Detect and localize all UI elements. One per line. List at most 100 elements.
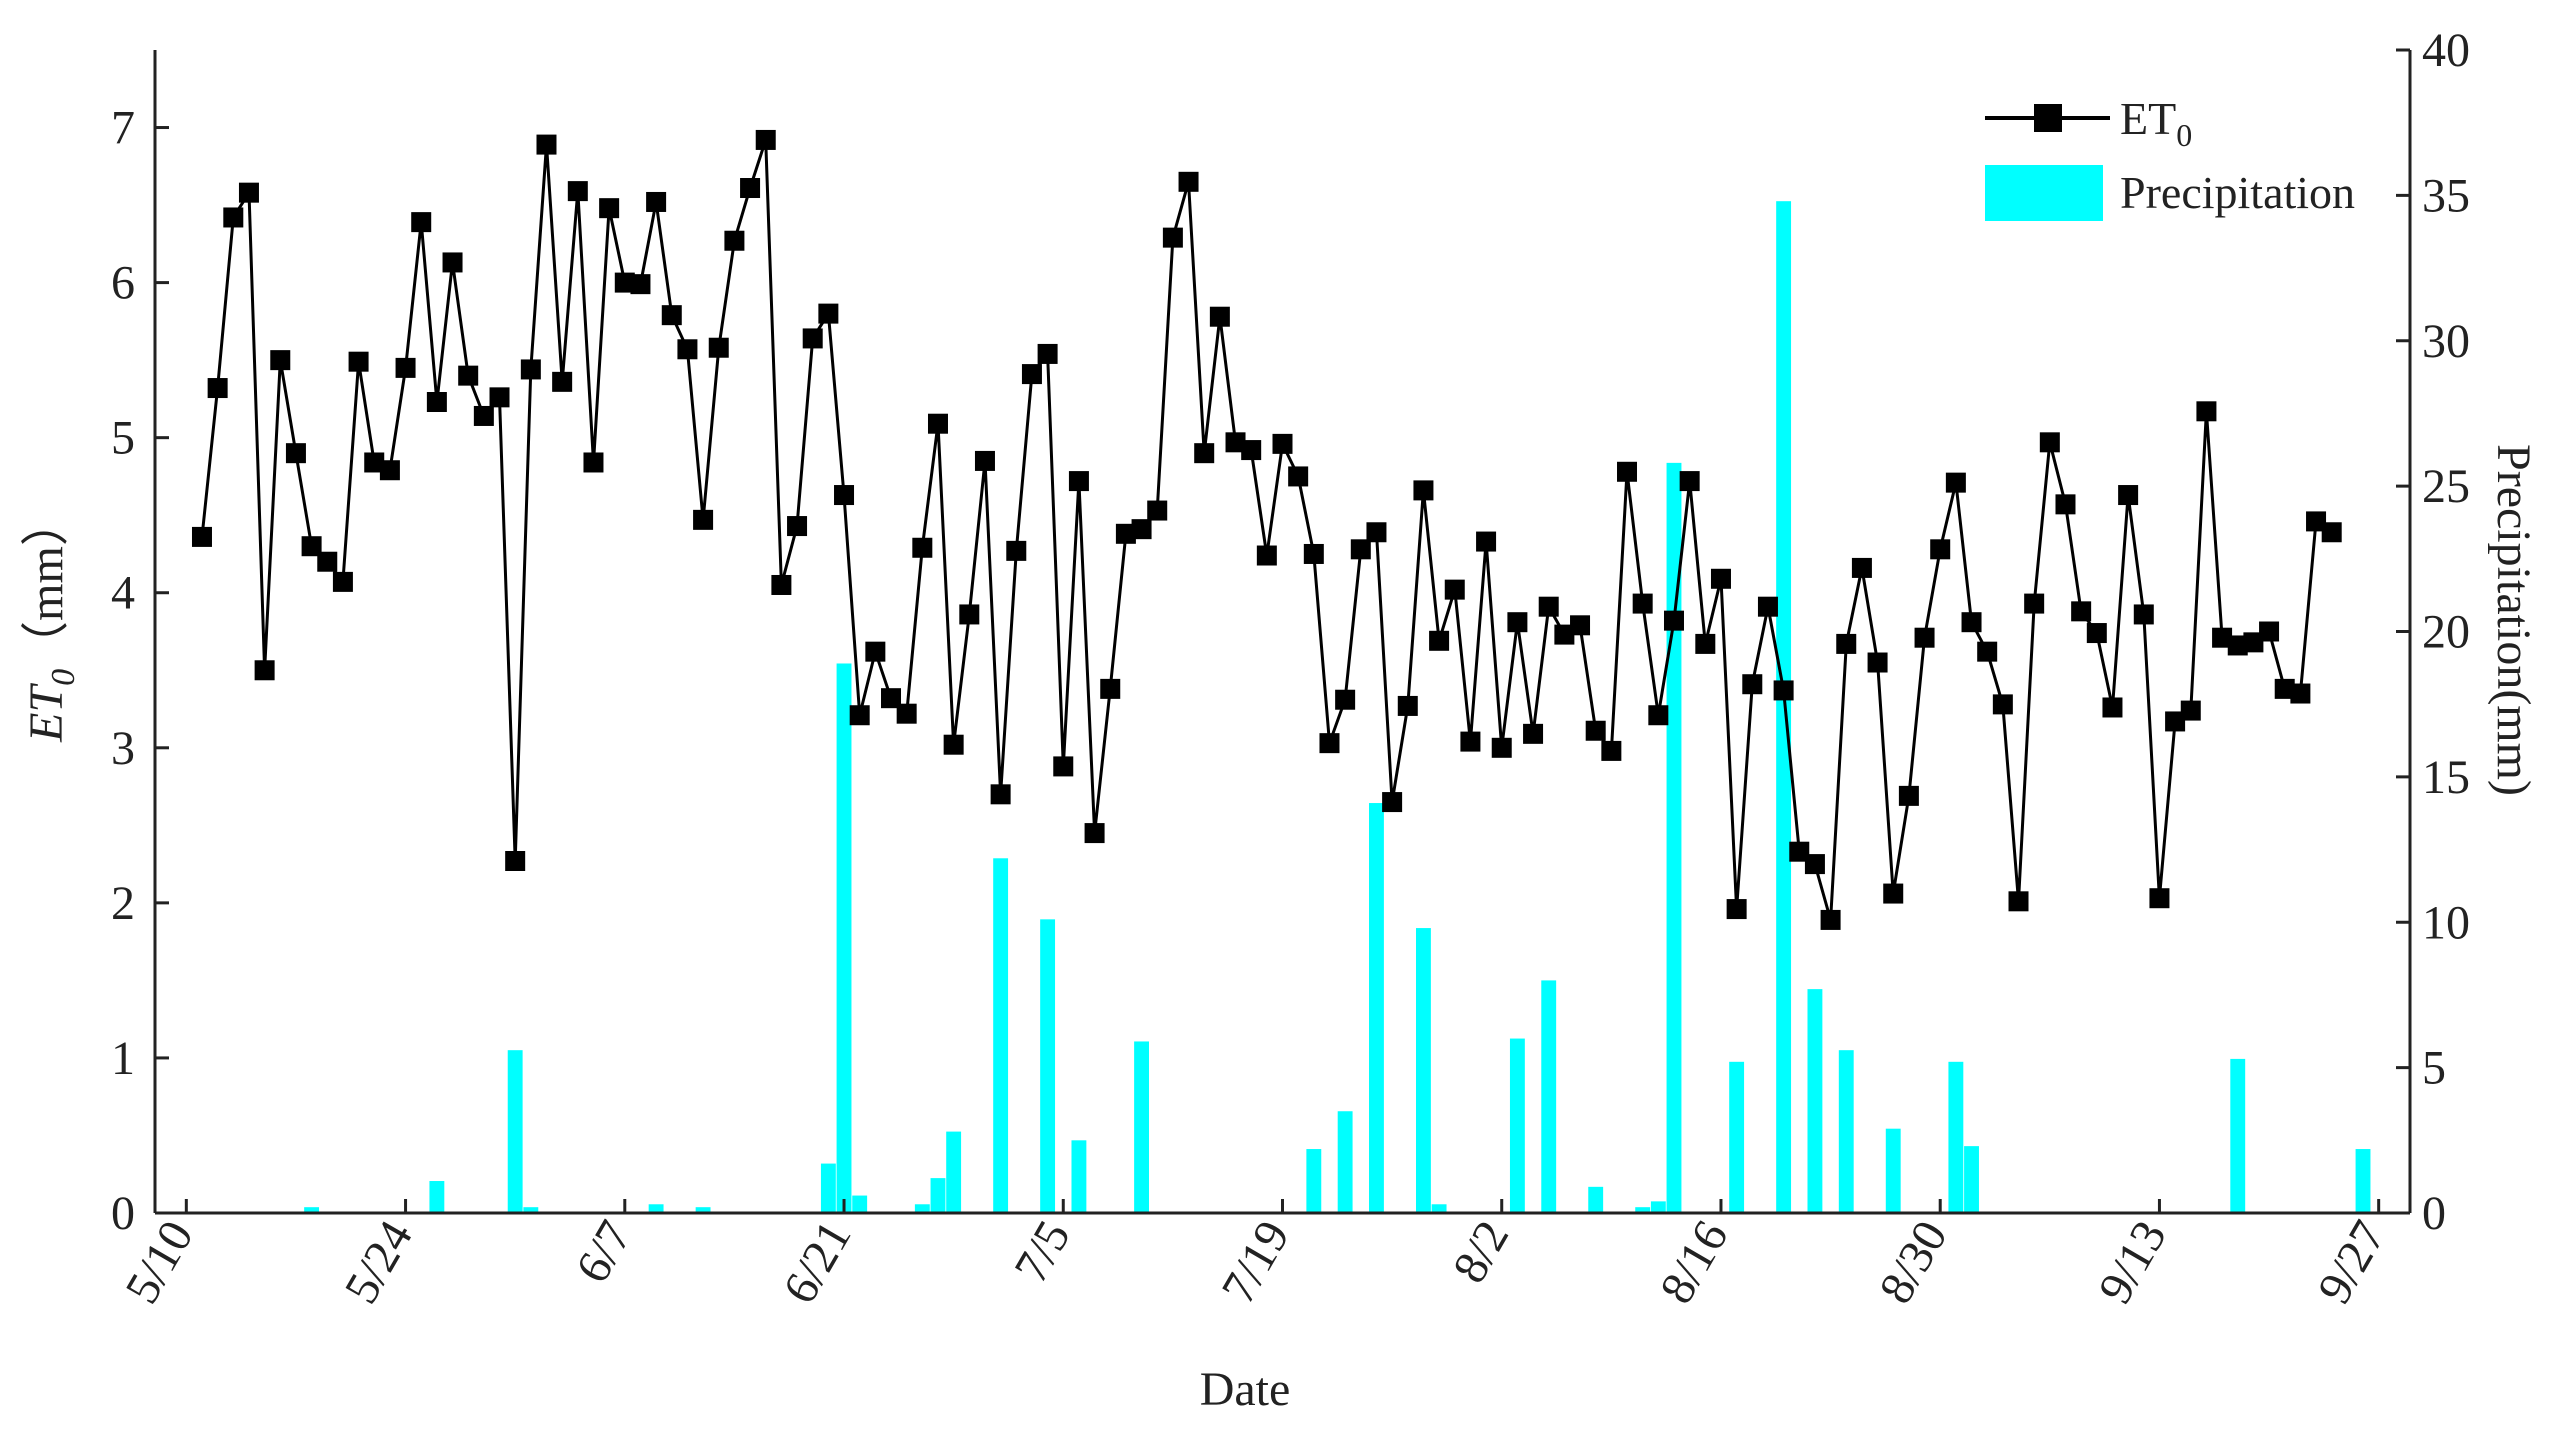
et0-series [191, 129, 2342, 930]
y-right-tick-label: 25 [2422, 460, 2470, 513]
et0-marker [1256, 545, 1277, 566]
et0-marker [1272, 433, 1293, 454]
et0-marker [787, 516, 808, 537]
et0-marker [1382, 792, 1403, 813]
et0-marker [285, 443, 306, 464]
et0-marker [1836, 633, 1857, 654]
et0-marker [2212, 627, 2233, 648]
et0-marker [1303, 543, 1324, 564]
et0-marker [1851, 557, 1872, 578]
et0-marker [755, 129, 776, 150]
precip-bar [852, 1195, 868, 1213]
et0-marker [1491, 737, 1512, 758]
x-tick-label: 9/27 [2308, 1212, 2397, 1312]
et0-marker [191, 526, 212, 547]
et0-marker [2149, 888, 2170, 909]
et0-marker [270, 350, 291, 371]
et0-marker [411, 212, 432, 233]
precip-bar [1541, 980, 1557, 1213]
y-axis-left-title: ET0（mm） [20, 498, 82, 743]
et0-marker [395, 357, 416, 378]
et0-marker [2306, 511, 2327, 532]
et0-marker [1147, 500, 1168, 521]
et0-marker [1945, 472, 1966, 493]
et0-marker [2227, 635, 2248, 656]
et0-marker [1992, 694, 2013, 715]
et0-line [200, 139, 2333, 921]
y-left-tick-label: 5 [111, 412, 135, 465]
et0-marker [1695, 633, 1716, 654]
et0-marker [943, 734, 964, 755]
y-right-tick-label: 10 [2422, 896, 2470, 949]
et0-marker [1397, 695, 1418, 716]
precip-bar [914, 1204, 930, 1213]
et0-marker [1053, 756, 1074, 777]
et0-marker [1742, 674, 1763, 695]
et0-marker [2071, 601, 2092, 622]
et0-marker [458, 365, 479, 386]
x-tick-label: 7/19 [1211, 1212, 1300, 1312]
et0-marker [223, 207, 244, 228]
et0-marker [1131, 519, 1152, 540]
et0-marker [1476, 531, 1497, 552]
precip-bar [1948, 1061, 1964, 1213]
et0-marker [1538, 596, 1559, 617]
et0-marker [1429, 630, 1450, 651]
precip-bar [1838, 1050, 1854, 1213]
et0-marker [1710, 568, 1731, 589]
precip-bar [1588, 1186, 1604, 1213]
precip-bar [1885, 1128, 1901, 1213]
et0-marker [1037, 343, 1058, 364]
et0-marker [426, 392, 447, 413]
et0-marker [1554, 624, 1575, 645]
et0-marker [2118, 485, 2139, 506]
et0-marker [1006, 540, 1027, 561]
precip-bar [1071, 1140, 1087, 1213]
et0-marker [661, 305, 682, 326]
precip-bar [1807, 989, 1823, 1213]
et0-marker [1789, 841, 1810, 862]
et0-marker [2321, 522, 2342, 543]
y-right-tick-label: 0 [2422, 1187, 2446, 1240]
et0-marker [1679, 471, 1700, 492]
x-tick-label: 8/16 [1650, 1212, 1739, 1312]
y-right-tick-label: 15 [2422, 751, 2470, 804]
et0-marker [2024, 593, 2045, 614]
et0-marker [567, 181, 588, 202]
precip-bar [930, 1178, 946, 1213]
et0-marker [834, 485, 855, 506]
precip-bar [695, 1207, 711, 1213]
et0-marker [1883, 883, 1904, 904]
et0-marker [1350, 539, 1371, 560]
et0-marker [1225, 432, 1246, 453]
et0-marker [802, 328, 823, 349]
precip-bar [1509, 1038, 1525, 1213]
x-tick-label: 6/7 [566, 1212, 643, 1292]
y-left-tick-label: 7 [111, 102, 135, 155]
x-tick-label: 5/24 [335, 1212, 424, 1312]
et0-marker [1867, 652, 1888, 673]
et0-marker [1100, 678, 1121, 699]
et0-marker [1961, 612, 1982, 633]
precip-bar [1134, 1041, 1150, 1213]
et0-marker [599, 198, 620, 219]
et0-marker [990, 784, 1011, 805]
et0-marker [630, 274, 651, 295]
legend-precip-label: Precipitation [2120, 167, 2355, 218]
y-left-tick-label: 2 [111, 877, 135, 930]
et0-marker [1507, 612, 1528, 633]
et0-marker [2243, 632, 2264, 653]
y-left-tick-label: 6 [111, 257, 135, 310]
et0-marker [1021, 364, 1042, 385]
et0-marker [1115, 523, 1136, 544]
et0-marker [1648, 705, 1669, 726]
et0-marker [301, 536, 322, 557]
et0-marker [2196, 401, 2217, 422]
et0-marker [489, 387, 510, 408]
et0-marker [693, 509, 714, 530]
y-right-tick-label: 5 [2422, 1042, 2446, 1095]
y-left-tick-label: 3 [111, 722, 135, 775]
precip-bar [1635, 1207, 1651, 1213]
precip-bar [1776, 201, 1792, 1213]
precip-bar [1369, 803, 1384, 1213]
